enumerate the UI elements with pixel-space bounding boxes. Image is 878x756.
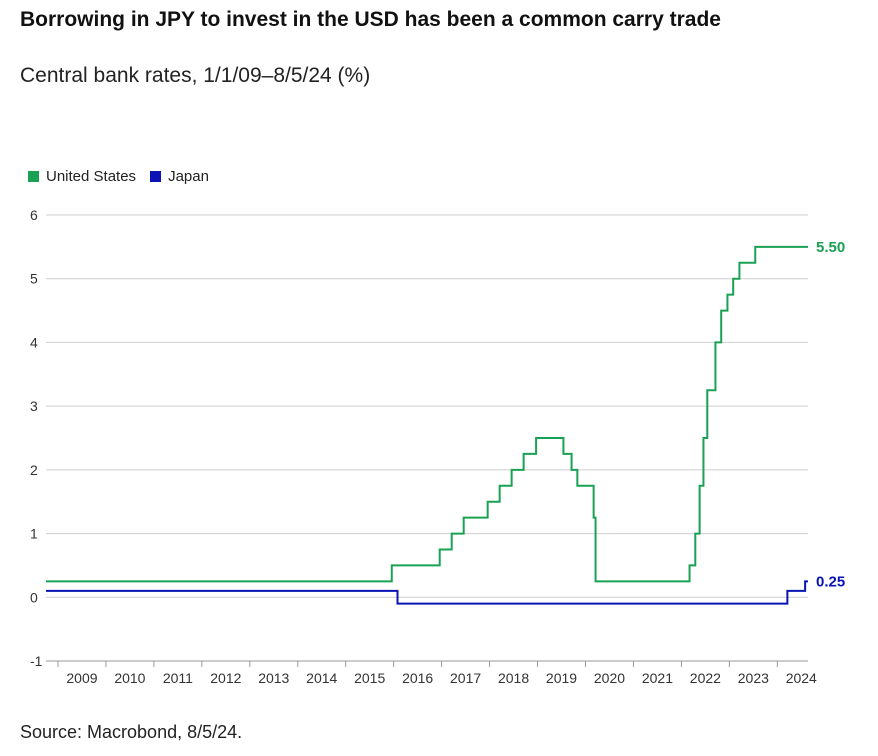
legend-item-japan: Japan: [150, 168, 209, 185]
series-end-label-united-states: 5.50: [816, 239, 845, 256]
x-tick-label: 2020: [594, 670, 625, 686]
y-tick-label: -1: [30, 653, 43, 669]
x-tick-label: 2018: [498, 670, 529, 686]
source-note: Source: Macrobond, 8/5/24.: [20, 722, 243, 742]
y-tick-label: 1: [30, 526, 38, 542]
legend-label-japan: Japan: [168, 168, 209, 185]
x-tick-label: 2009: [66, 670, 97, 686]
legend: United States Japan: [28, 168, 223, 185]
chart-subtitle: Central bank rates, 1/1/09–8/5/24 (%): [20, 64, 371, 87]
x-tick-label: 2011: [163, 670, 193, 686]
x-tick-label: 2019: [546, 670, 577, 686]
legend-item-united-states: United States: [28, 168, 136, 185]
x-tick-label: 2015: [354, 670, 385, 686]
y-tick-label: 5: [30, 271, 38, 287]
x-tick-label: 2021: [642, 670, 673, 686]
x-tick-label: 2014: [306, 670, 337, 686]
x-tick-label: 2022: [690, 670, 721, 686]
y-tick-label: 6: [30, 207, 38, 223]
y-tick-label: 2: [30, 462, 38, 478]
legend-label-united-states: United States: [46, 168, 137, 185]
x-tick-label: 2013: [258, 670, 289, 686]
chart-title: Borrowing in JPY to invest in the USD ha…: [20, 8, 721, 31]
x-tick-label: 2012: [210, 670, 241, 686]
x-tick-label: 2017: [450, 670, 481, 686]
x-tick-label: 2024: [786, 670, 817, 686]
x-tick-label: 2016: [402, 670, 433, 686]
series-line-japan: [46, 580, 808, 605]
y-tick-label: 3: [30, 398, 38, 414]
legend-swatch-japan: [150, 171, 162, 182]
x-tick-label: 2023: [738, 670, 769, 686]
series-end-label-japan: 0.25: [816, 573, 845, 590]
y-tick-label: 4: [30, 334, 38, 350]
series-line-united-states: [46, 245, 808, 583]
legend-swatch-united-states: [28, 171, 39, 182]
x-tick-label: 2010: [114, 670, 145, 686]
y-tick-label: 0: [30, 589, 38, 605]
